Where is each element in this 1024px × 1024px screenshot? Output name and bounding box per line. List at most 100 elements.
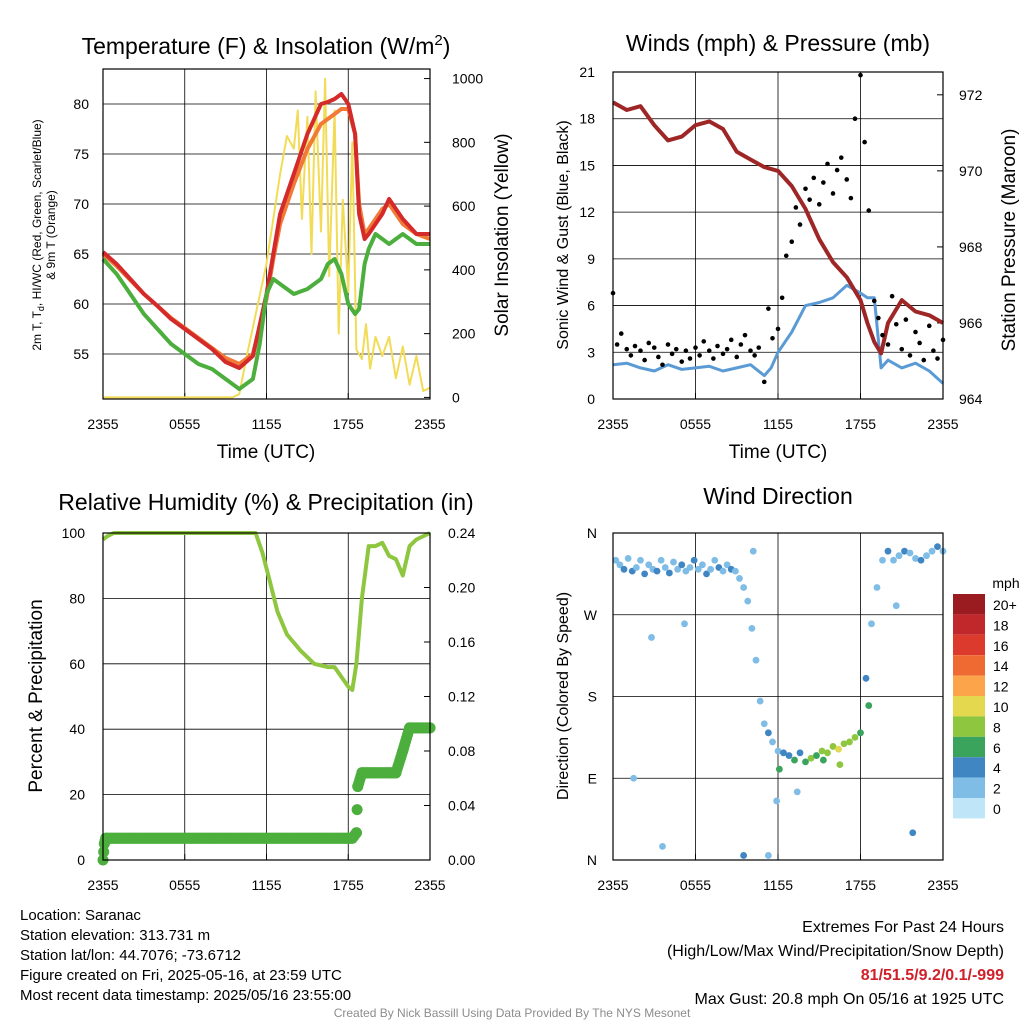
legend-label: 8 <box>993 719 1001 735</box>
direction-point <box>865 702 873 709</box>
y-tick-label: 60 <box>73 296 89 312</box>
gust-point <box>803 186 808 192</box>
wind-direction-y-axis-label: Direction (Colored By Speed) <box>555 592 572 800</box>
direction-point <box>612 556 620 564</box>
direction-point <box>740 852 748 859</box>
temperature-x-axis-label: Time (UTC) <box>217 442 316 463</box>
direction-point <box>785 752 793 759</box>
gust-point <box>766 306 771 311</box>
direction-point <box>829 743 837 750</box>
x-tick-label: 2355 <box>597 877 628 893</box>
gust-point <box>660 362 665 368</box>
series-line-2m-td <box>101 232 430 391</box>
legend-label: 18 <box>993 617 1009 633</box>
legend-swatch <box>953 777 985 798</box>
legend-label: 14 <box>993 658 1009 674</box>
credit-line: Created By Nick Bassill Using Data Provi… <box>333 1006 691 1020</box>
gust-point <box>783 253 789 259</box>
legend-swatch <box>953 716 985 737</box>
gust-point <box>871 298 877 304</box>
gust-point <box>728 337 734 343</box>
x-tick-label: 2355 <box>87 416 118 432</box>
station-elevation: Station elevation: 313.731 m <box>20 927 211 944</box>
direction-point <box>923 552 930 560</box>
humidity-plot: 2355 0555 1155 1755 23550204060801000.000.04… <box>62 525 476 893</box>
precip-point <box>350 827 362 839</box>
station-latlon: Station lat/lon: 44.7076; -73.6712 <box>20 947 242 964</box>
winds-x-axis-label: Time (UTC) <box>729 442 828 463</box>
gust-point <box>838 155 844 160</box>
gust-point <box>693 345 698 350</box>
legend-swatch <box>953 798 985 819</box>
x-tick-label: 2355 <box>87 877 118 893</box>
direction-point <box>740 584 748 591</box>
y2-tick-label: 800 <box>452 134 476 150</box>
extremes-subtitle: (High/Low/Max Wind/Precipitation/Snow De… <box>666 943 1004 960</box>
direction-point <box>657 556 665 564</box>
direction-point <box>892 602 900 610</box>
direction-point <box>873 584 881 591</box>
gust-point <box>889 293 895 299</box>
direction-point <box>773 797 781 805</box>
y-tick-label: 40 <box>69 721 85 737</box>
direction-point <box>912 555 919 562</box>
direction-point <box>774 747 782 755</box>
direction-point <box>934 543 941 551</box>
y-tick-label: 6 <box>587 298 595 314</box>
direction-point <box>661 564 669 571</box>
gust-point <box>917 340 922 346</box>
y-tick-label: N <box>587 525 597 541</box>
gust-point <box>738 342 744 347</box>
direction-point <box>752 656 760 664</box>
x-tick-label: 2355 <box>414 877 445 893</box>
direction-point <box>836 761 844 769</box>
gust-point <box>876 315 881 321</box>
speed-color-legend: mph 20+ 18 16 14 12 10 8 6 4 2 0 <box>953 575 1020 819</box>
legend-label: 20+ <box>993 597 1017 613</box>
gust-point <box>711 356 716 361</box>
gust-point <box>687 356 693 361</box>
legend-swatch <box>953 655 985 676</box>
gust-point <box>632 343 638 349</box>
y2-tick-label: 0.08 <box>448 743 475 759</box>
direction-point <box>648 634 655 641</box>
direction-point <box>620 565 628 573</box>
direction-point <box>835 745 842 753</box>
gust-point <box>866 208 872 213</box>
gust-point <box>825 161 830 167</box>
gust-point <box>811 175 817 181</box>
gust-point <box>926 323 932 329</box>
gust-point <box>893 321 899 327</box>
gust-point <box>852 116 858 122</box>
direction-point <box>749 547 757 555</box>
legend-swatch <box>953 614 985 635</box>
direction-point <box>678 561 686 569</box>
direction-point <box>756 697 764 705</box>
gust-point <box>789 239 795 245</box>
legend-swatch <box>953 696 985 717</box>
gust-point <box>880 332 885 338</box>
gust-point <box>907 353 913 358</box>
gust-point <box>679 359 685 364</box>
direction-point <box>637 556 644 564</box>
temperature-plot: 2355 0555 1155 1755 235555606570758002004006… <box>73 68 483 432</box>
gust-point <box>844 177 850 182</box>
precip-point <box>351 804 363 816</box>
temperature-y-axis-label: 2m T, Td, HI/WC (Red, Green, Scarlet/Blu… <box>30 119 46 350</box>
figure-created: Figure created on Fri, 2025-05-16, at 23… <box>20 967 342 984</box>
gust-point <box>862 139 867 145</box>
y-tick-label: 15 <box>579 157 595 173</box>
gust-point <box>614 342 620 347</box>
gust-point <box>665 342 671 347</box>
y2-tick-label: 966 <box>959 315 983 331</box>
direction-point <box>769 738 776 746</box>
direction-point <box>616 561 624 569</box>
legend-swatch <box>953 736 985 758</box>
y-tick-label: 0 <box>587 391 595 407</box>
extremes-values: 81/51.5/9.2/0.1/-999 <box>860 967 1004 984</box>
extremes-summary: Extremes For Past 24 Hours (High/Low/Max… <box>667 916 1004 1012</box>
legend-swatch <box>953 594 985 615</box>
gust-point <box>651 345 657 350</box>
direction-point <box>780 749 787 757</box>
